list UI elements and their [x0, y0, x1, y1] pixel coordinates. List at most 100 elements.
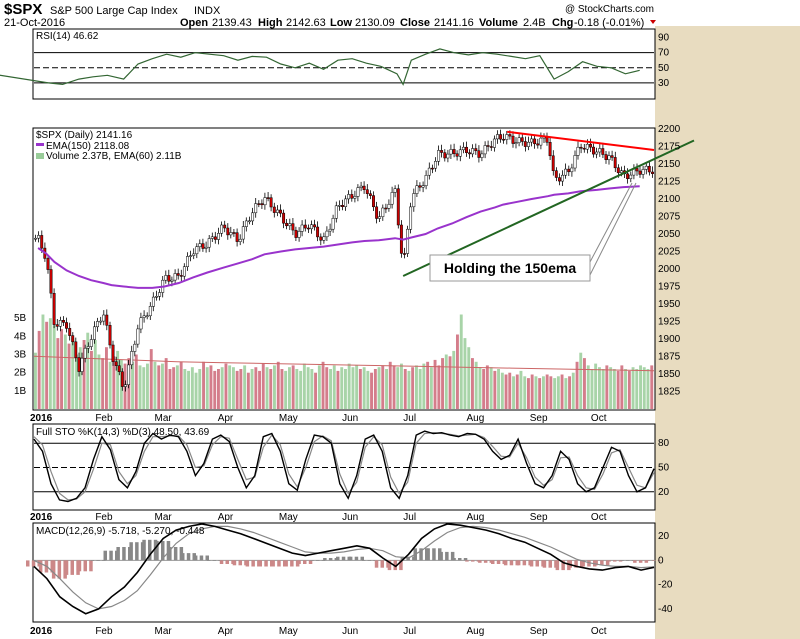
volume-bar — [269, 369, 273, 409]
price-tick-label: 1875 — [658, 352, 681, 363]
candle-body — [517, 137, 521, 143]
macd-histogram-bar — [341, 556, 346, 561]
volume-bar — [542, 376, 545, 409]
callout-pointer-a — [589, 182, 633, 263]
volume-bar — [519, 370, 523, 409]
price-tick-label: 2025 — [658, 247, 681, 258]
candle-body — [434, 161, 437, 169]
volume-bar — [433, 359, 437, 409]
volume-bar — [161, 363, 164, 409]
volume-bar — [444, 354, 448, 409]
candle-body — [344, 198, 348, 207]
candle-body — [430, 167, 434, 170]
candle-body — [579, 146, 583, 149]
macd-histogram-bar — [297, 560, 301, 564]
volume-bar — [190, 367, 194, 409]
macd-histogram-bar — [496, 560, 501, 564]
macd-tick-label: 0 — [658, 555, 664, 566]
price-x-tick-label: Apr — [218, 413, 234, 424]
volume-bar — [63, 334, 67, 409]
volume-bar — [302, 363, 306, 409]
macd-histogram-bar — [109, 550, 113, 561]
candle-body — [455, 153, 459, 157]
volume-bar — [291, 365, 295, 409]
candle-body — [257, 203, 261, 205]
macd-tick-label: 20 — [658, 531, 670, 542]
volume-bar — [456, 334, 459, 409]
volume-bar — [392, 365, 396, 409]
candle-body — [592, 146, 595, 155]
candle-body — [319, 236, 323, 241]
rsi-tick-label: 30 — [658, 78, 670, 89]
candle-body — [71, 335, 75, 343]
volume-bar — [205, 367, 209, 409]
candle-body — [263, 197, 267, 206]
candle-body — [353, 196, 357, 199]
candle-body — [244, 220, 248, 227]
macd-histogram-bar — [251, 560, 255, 567]
macd-histogram-bar — [644, 560, 649, 563]
chart-date: 21-Oct-2016 — [4, 17, 65, 29]
candle-body — [173, 273, 177, 281]
candle-body — [102, 314, 106, 322]
volume-bar — [385, 369, 388, 409]
volume-tick-label: 3B — [14, 350, 27, 361]
macd-x-tick-label: Jul — [403, 626, 416, 637]
volume-bar — [71, 338, 75, 409]
price-tick-label: 2100 — [658, 194, 681, 205]
volume-bar — [329, 369, 332, 409]
axes-layer: 30 50 70 90 1B 2B 3B 4B 5B 1825 1850 1875 1900 1925 19… — [14, 33, 681, 637]
rsi-tick-label: 90 — [658, 33, 670, 44]
open-label: Open — [180, 17, 208, 29]
macd-histogram-bar — [626, 560, 630, 561]
candle-body — [378, 216, 382, 219]
candle-body — [396, 188, 400, 226]
candle-body — [548, 142, 552, 157]
price-tick-label: 2125 — [658, 177, 681, 188]
volume-bar — [78, 347, 82, 409]
candle-body — [356, 187, 360, 197]
rsi-tick-label: 70 — [658, 48, 670, 59]
volume-bar — [564, 378, 568, 409]
candle-body — [471, 148, 475, 155]
macd-histogram-bar — [219, 560, 224, 564]
candle-body — [409, 206, 413, 230]
candle-body — [37, 235, 41, 239]
volume-bar — [344, 369, 347, 409]
candle-body — [331, 218, 335, 230]
macd-histogram-bar — [303, 560, 307, 564]
sto-x-tick-label: Apr — [218, 512, 234, 523]
candle-body — [359, 185, 363, 188]
price-tick-label: 1900 — [658, 334, 681, 345]
volume-bar — [261, 363, 265, 409]
price-tick-label: 2175 — [658, 142, 681, 153]
volume-bar — [179, 361, 183, 409]
candle-body — [148, 306, 152, 317]
down-arrow-icon — [650, 20, 656, 24]
candle-body — [52, 293, 56, 325]
candle-body — [412, 193, 416, 208]
sto-x-tick-label: May — [279, 512, 298, 523]
macd-histogram-bar — [548, 560, 552, 568]
candle-body — [260, 203, 264, 206]
price-x-tick-label: Jul — [403, 413, 416, 424]
macd-histogram-bar — [432, 548, 436, 561]
candle-body — [229, 232, 233, 236]
macd-histogram-bar — [135, 542, 139, 561]
candle-body — [620, 170, 623, 174]
candle-body — [558, 177, 561, 182]
macd-x-tick-label: May — [279, 626, 298, 637]
macd-histogram-bar — [367, 560, 372, 561]
candle-body — [350, 194, 354, 199]
macd-histogram-bar — [70, 560, 74, 575]
candle-body — [641, 169, 645, 175]
candle-body — [530, 138, 533, 143]
candle-body — [604, 154, 608, 160]
candle-body — [452, 149, 456, 154]
macd-histogram-bar — [38, 560, 43, 573]
price-x-tick-label: May — [279, 413, 298, 424]
volume-bar — [362, 367, 366, 409]
volume-bar — [358, 369, 362, 409]
candle-body — [418, 185, 422, 188]
candle-body — [204, 246, 208, 249]
